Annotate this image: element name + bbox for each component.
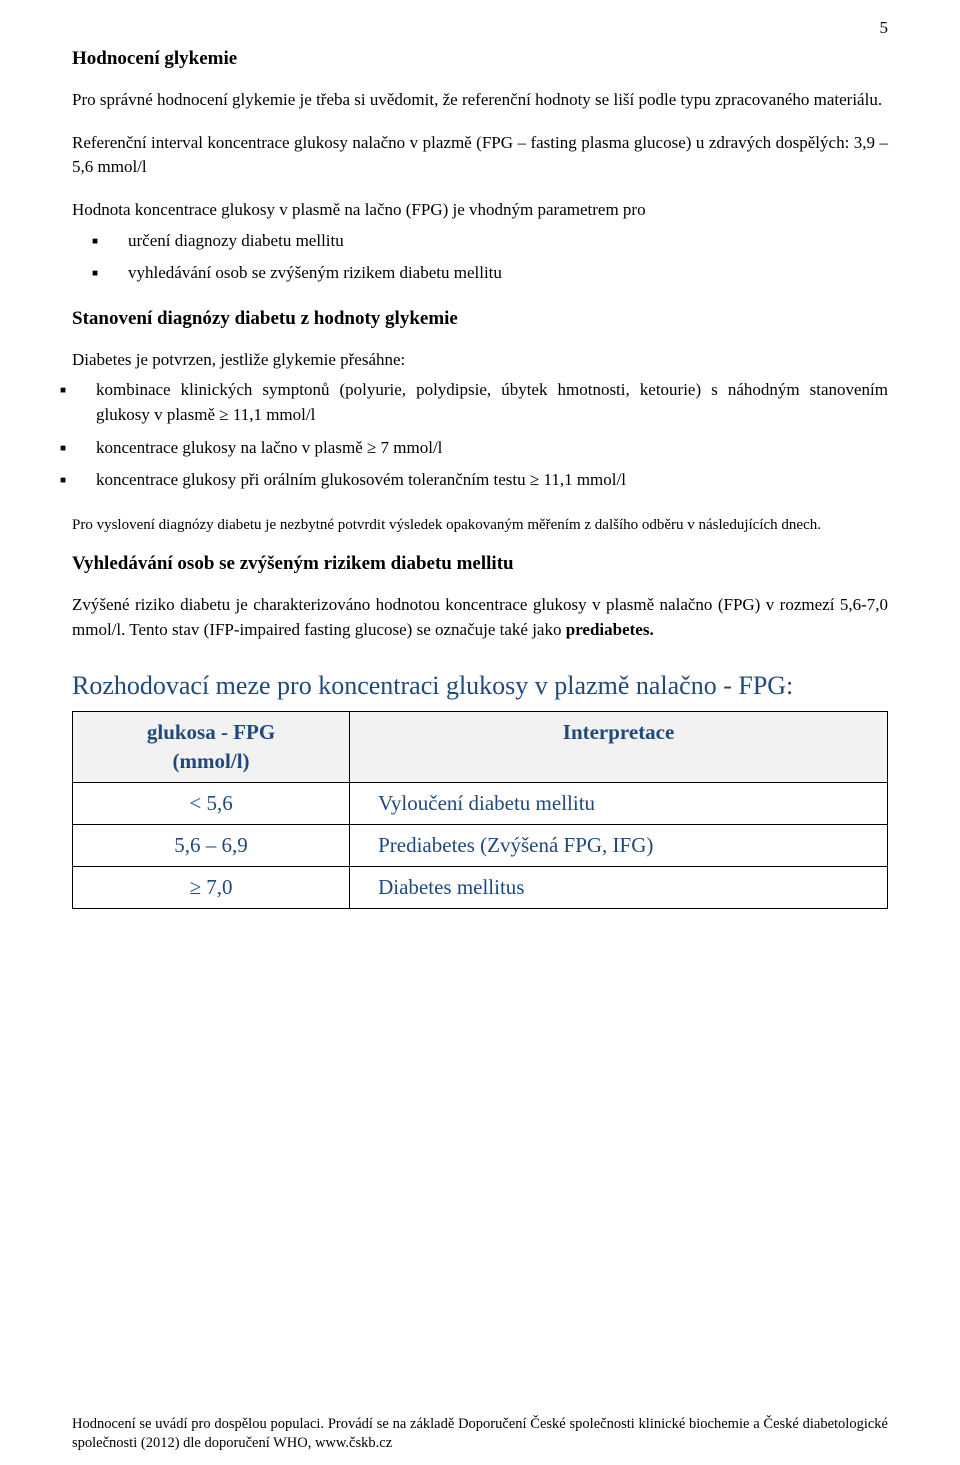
section1-title: Hodnocení glykemie [72, 48, 888, 70]
section1-bullets: určení diagnozy diabetu mellitu vyhledáv… [72, 229, 888, 286]
section3-p1: Zvýšené riziko diabetu je charakterizová… [72, 593, 888, 642]
list-item: vyhledávání osob se zvýšeným rizikem dia… [72, 261, 888, 286]
page-number: 5 [880, 18, 889, 38]
section1-p3: Hodnota koncentrace glukosy v plasmě na … [72, 198, 888, 223]
section2-bullets: kombinace klinických symptonů (polyurie,… [72, 378, 888, 493]
table-header-left: glukosa - FPG (mmol/l) [73, 711, 350, 782]
document-page: 5 Hodnocení glykemie Pro správné hodnoce… [0, 0, 960, 1465]
table-cell-range: ≥ 7,0 [73, 866, 350, 908]
list-item: koncentrace glukosy na lačno v plasmě ≥ … [72, 436, 888, 461]
list-item: kombinace klinických symptonů (polyurie,… [72, 378, 888, 427]
section2-title: Stanovení diagnózy diabetu z hodnoty gly… [72, 308, 888, 330]
table-row: < 5,6 Vyloučení diabetu mellitu [73, 782, 888, 824]
section3-title: Vyhledávání osob se zvýšeným rizikem dia… [72, 553, 888, 575]
table-row: 5,6 – 6,9 Prediabetes (Zvýšená FPG, IFG) [73, 824, 888, 866]
table-cell-interp: Vyloučení diabetu mellitu [350, 782, 888, 824]
table-row: ≥ 7,0 Diabetes mellitus [73, 866, 888, 908]
table-cell-range: 5,6 – 6,9 [73, 824, 350, 866]
header-left-line2: (mmol/l) [85, 749, 337, 774]
list-item: koncentrace glukosy při orálním glukosov… [72, 468, 888, 493]
table-cell-range: < 5,6 [73, 782, 350, 824]
section1-p1: Pro správné hodnocení glykemie je třeba … [72, 88, 888, 113]
section1-p2: Referenční interval koncentrace glukosy … [72, 131, 888, 180]
header-left-line1: glukosa - FPG [147, 720, 275, 744]
prediabetes-term: prediabetes. [566, 620, 654, 639]
table-cell-interp: Diabetes mellitus [350, 866, 888, 908]
decision-table: glukosa - FPG (mmol/l) Interpretace < 5,… [72, 711, 888, 909]
table-header-right: Interpretace [350, 711, 888, 782]
section3-p1-text: Zvýšené riziko diabetu je charakterizová… [72, 595, 888, 639]
table-cell-interp: Prediabetes (Zvýšená FPG, IFG) [350, 824, 888, 866]
section2-p1: Diabetes je potvrzen, jestliže glykemie … [72, 348, 888, 373]
decision-table-title: Rozhodovací meze pro koncentraci glukosy… [72, 671, 888, 701]
footer-note: Hodnocení se uvádí pro dospělou populaci… [72, 1415, 888, 1453]
section2-note: Pro vyslovení diagnózy diabetu je nezbyt… [72, 515, 888, 535]
list-item: určení diagnozy diabetu mellitu [72, 229, 888, 254]
table-header-row: glukosa - FPG (mmol/l) Interpretace [73, 711, 888, 782]
